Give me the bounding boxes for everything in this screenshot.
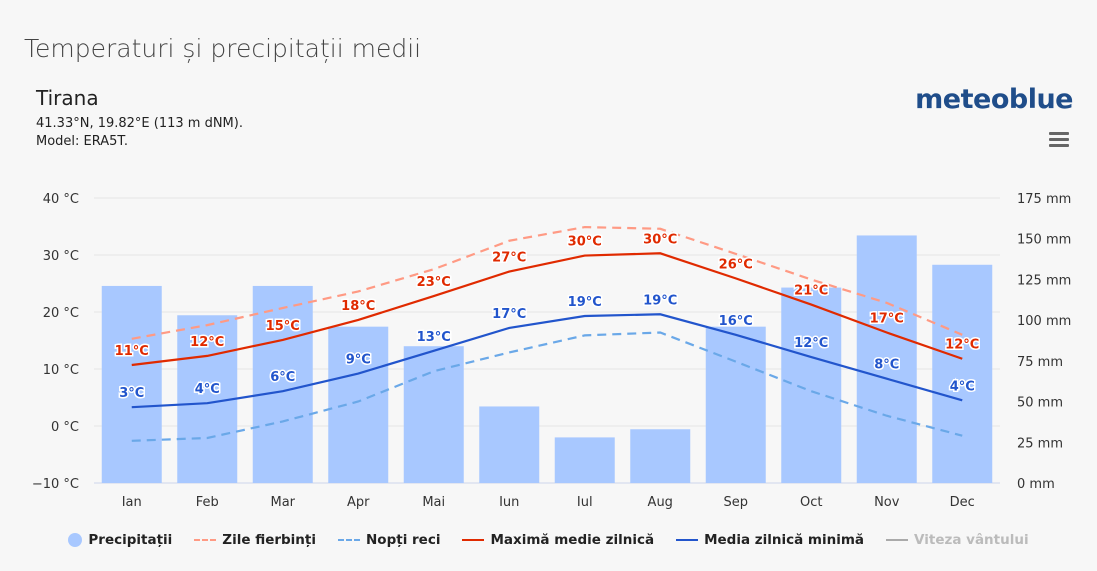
data-label: 26°C: [719, 257, 753, 272]
y-left-tick: 20 °C: [43, 306, 79, 321]
data-label: 12°C: [794, 336, 828, 351]
legend-item[interactable]: Precipitații: [68, 532, 172, 548]
model-label: Model: ERA5T.: [36, 134, 128, 149]
precip-bar[interactable]: [630, 429, 691, 483]
legend-label: Viteza vântului: [914, 532, 1029, 548]
y-right-tick: 50 mm: [1017, 396, 1063, 411]
series-line-2[interactable]: [131, 331, 963, 442]
legend-label: Zile fierbinți: [222, 532, 316, 548]
legend-label: Nopți reci: [366, 532, 441, 548]
y-left-tick: 30 °C: [43, 249, 79, 264]
precip-bar[interactable]: [101, 285, 162, 483]
legend-label: Maximă medie zilnică: [490, 532, 655, 548]
precip-bar[interactable]: [479, 406, 540, 483]
x-tick: Nov: [874, 495, 900, 510]
data-label: 13°C: [417, 330, 451, 345]
x-tick: Feb: [196, 495, 219, 510]
data-label: 12°C: [945, 338, 979, 353]
precip-bar[interactable]: [252, 285, 313, 483]
legend: Precipitații Zile fierbinți Nopți reci Maxi…: [0, 532, 1097, 548]
legend-marker-icon: [338, 539, 360, 541]
data-label: 27°C: [492, 251, 526, 266]
series-line-1[interactable]: [131, 225, 963, 340]
legend-marker-icon: [194, 539, 217, 541]
meteoblue-logo[interactable]: meteoblue: [915, 84, 1073, 115]
x-tick: Dec: [950, 495, 975, 510]
precip-bar[interactable]: [856, 235, 917, 483]
data-label: 8°C: [874, 358, 899, 373]
y-right-tick: 100 mm: [1017, 314, 1071, 329]
y-right-tick: 175 mm: [1017, 192, 1071, 207]
data-label: 30°C: [643, 232, 677, 247]
data-label: 15°C: [266, 319, 300, 334]
y-right-tick: 75 mm: [1017, 355, 1063, 370]
y-left-tick: 0 °C: [51, 420, 79, 435]
x-tick: Iul: [577, 495, 593, 510]
data-label: 19°C: [643, 293, 677, 308]
x-tick: Sep: [723, 495, 748, 510]
legend-marker-icon: [886, 539, 909, 541]
legend-item[interactable]: Viteza vântului: [886, 532, 1029, 548]
legend-label: Media zilnică minimă: [704, 532, 865, 548]
legend-item[interactable]: Maximă medie zilnică: [462, 532, 654, 548]
data-label: 17°C: [870, 312, 904, 327]
precip-bar[interactable]: [554, 437, 615, 483]
data-label: 6°C: [270, 370, 295, 385]
data-label: 17°C: [492, 307, 526, 322]
legend-item[interactable]: Nopți reci: [338, 532, 440, 548]
data-label: 16°C: [719, 314, 753, 329]
y-right-tick: 0 mm: [1017, 477, 1055, 492]
data-label: 30°C: [568, 235, 602, 250]
data-label: 21°C: [794, 284, 828, 299]
legend-item[interactable]: Zile fierbinți: [194, 532, 316, 548]
y-left-tick: −10 °C: [32, 477, 79, 492]
precip-bar[interactable]: [705, 326, 766, 483]
legend-marker-icon: [68, 533, 83, 547]
precip-bar[interactable]: [781, 287, 842, 483]
city-name: Tirana: [36, 86, 99, 110]
data-label: 18°C: [341, 299, 375, 314]
data-label: 4°C: [950, 379, 975, 394]
x-tick: Mai: [422, 495, 445, 510]
data-label: 19°C: [568, 295, 602, 310]
precip-bar[interactable]: [403, 346, 464, 483]
coordinates: 41.33°N, 19.82°E (113 m dNM).: [36, 116, 243, 131]
legend-marker-icon: [462, 539, 485, 541]
y-right-tick: 150 mm: [1017, 233, 1071, 248]
series-line-4[interactable]: [131, 313, 963, 409]
x-tick: Aug: [648, 495, 673, 510]
page-title: Temperaturi și precipitații medii: [24, 34, 422, 63]
data-label: 4°C: [195, 382, 220, 397]
x-tick: Iun: [499, 495, 519, 510]
data-label: 23°C: [417, 275, 451, 290]
y-left-tick: 40 °C: [43, 192, 79, 207]
y-right-tick: 125 mm: [1017, 273, 1071, 288]
data-label: 9°C: [346, 353, 371, 368]
precip-bar[interactable]: [328, 326, 389, 483]
y-left-tick: 10 °C: [43, 363, 79, 378]
legend-item[interactable]: Media zilnică minimă: [676, 532, 864, 548]
precip-bar[interactable]: [932, 264, 993, 483]
series-line-3[interactable]: [131, 252, 963, 367]
data-label: 12°C: [190, 335, 224, 350]
legend-label: Precipitații: [88, 532, 173, 548]
data-label: 11°C: [115, 344, 149, 359]
x-tick: Apr: [347, 495, 370, 510]
menu-icon[interactable]: [1049, 132, 1069, 148]
x-tick: Oct: [800, 495, 822, 510]
legend-marker-icon: [676, 539, 699, 541]
data-label: 3°C: [119, 386, 144, 401]
x-tick: Ian: [122, 495, 142, 510]
x-tick: Mar: [270, 495, 295, 510]
y-right-tick: 25 mm: [1017, 436, 1063, 451]
